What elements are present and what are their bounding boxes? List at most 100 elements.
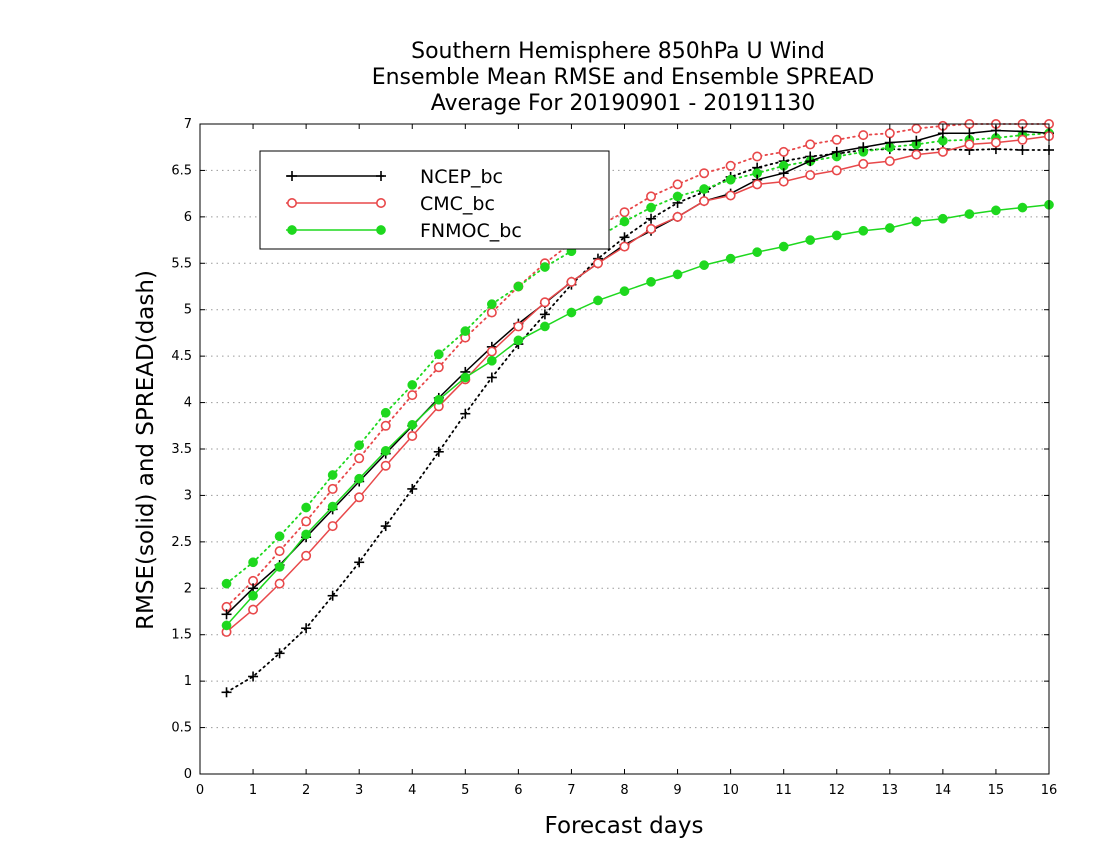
y-tick-label: 7: [184, 117, 192, 132]
CMC_bc-rmse-series: [221, 131, 1055, 637]
x-tick-label: 5: [461, 783, 469, 798]
legend-marker: [375, 198, 386, 209]
legend-marker: [287, 225, 297, 235]
NCEP_bc-rmse-point: [911, 135, 922, 146]
CMC_bc-rmse-point: [274, 578, 285, 589]
y-tick-label: 2.5: [171, 535, 192, 550]
x-tick-label: 9: [673, 783, 681, 798]
CMC_bc-rmse-point: [725, 190, 736, 201]
CMC_bc-spread-point: [407, 390, 418, 401]
chart-title: Southern Hemisphere 850hPa U Wind Ensemb…: [372, 39, 875, 116]
FNMOC_bc-rmse-point: [274, 562, 285, 572]
y-tick-label: 1.5: [171, 628, 192, 643]
FNMOC_bc-rmse-point: [593, 295, 603, 306]
FNMOC_bc-rmse-point: [884, 223, 895, 233]
FNMOC_bc-rmse-point: [486, 355, 497, 366]
FNMOC_bc-spread-point: [407, 380, 418, 390]
CMC_bc-rmse-point: [884, 156, 895, 167]
FNMOC_bc-spread-point: [354, 440, 365, 451]
CMC_bc-spread-point: [672, 179, 683, 190]
NCEP_bc-spread-point: [1017, 145, 1028, 155]
y-tick-label: 1: [184, 674, 192, 689]
legend-item: CMC_bc: [286, 193, 495, 215]
CMC_bc-rmse-point: [646, 223, 657, 234]
CMC_bc-spread-point: [354, 453, 365, 464]
x-tick-label: 0: [196, 783, 204, 798]
CMC_bc-rmse-point: [911, 149, 922, 160]
NCEP_bc-rmse-point: [221, 609, 232, 620]
x-tick-label: 12: [828, 783, 845, 798]
x-axis-label: Forecast days: [545, 813, 704, 839]
title-line-3: Average For 20190901 - 20191130: [431, 91, 816, 116]
legend-item: FNMOC_bc: [286, 220, 522, 242]
FNMOC_bc-spread-point: [486, 299, 497, 309]
NCEP_bc-rmse-point: [937, 128, 948, 139]
FNMOC_bc-rmse-point: [725, 253, 736, 264]
legend-marker: [286, 198, 297, 209]
CMC_bc-spread-point: [301, 516, 312, 527]
x-tick-label: 6: [514, 783, 522, 798]
CMC_bc-rmse-point: [805, 170, 816, 181]
NCEP_bc-rmse-point: [805, 156, 816, 167]
x-tick-label: 15: [988, 783, 1005, 798]
x-tick-label: 4: [408, 783, 416, 798]
CMC_bc-rmse-point: [619, 241, 630, 252]
FNMOC_bc-rmse-point: [805, 235, 816, 245]
NCEP_bc-spread-point: [327, 590, 338, 601]
NCEP_bc-rmse-point: [858, 142, 869, 153]
FNMOC_bc-spread-point: [248, 557, 258, 568]
FNMOC_bc-spread-point: [646, 202, 656, 213]
NCEP_bc-rmse-point: [964, 128, 975, 139]
title-line-2: Ensemble Mean RMSE and Ensemble SPREAD: [372, 65, 875, 90]
FNMOC_bc-rmse-point: [646, 277, 656, 287]
FNMOC_bc-spread-point: [221, 578, 232, 589]
CMC_bc-spread-point: [433, 362, 444, 373]
FNMOC_bc-rmse-point: [380, 446, 391, 456]
FNMOC_bc-rmse-point: [938, 213, 948, 224]
CMC_bc-spread-point: [858, 130, 869, 141]
FNMOC_bc-rmse-point: [354, 473, 365, 484]
CMC_bc-spread-point: [884, 128, 895, 139]
CMC_bc-rmse-point: [672, 211, 683, 222]
FNMOC_bc-rmse-point: [672, 269, 683, 280]
x-tick-label: 16: [1041, 783, 1058, 798]
NCEP_bc-spread-point: [248, 671, 259, 682]
NCEP_bc-spread-point: [646, 213, 657, 224]
FNMOC_bc-spread-point: [672, 191, 683, 202]
FNMOC_bc-spread-point: [540, 262, 550, 272]
CMC_bc-rmse-point: [354, 492, 365, 503]
NCEP_bc-spread-point: [354, 557, 365, 568]
x-tick-label: 1: [249, 783, 257, 798]
FNMOC_bc-spread-point: [513, 281, 524, 292]
title-line-1: Southern Hemisphere 850hPa U Wind: [411, 39, 825, 64]
legend-marker: [287, 171, 297, 181]
y-tick-label: 2: [184, 581, 192, 596]
y-tick-label: 5: [184, 303, 192, 318]
y-tick-label: 5.5: [171, 256, 192, 271]
FNMOC_bc-rmse-point: [619, 286, 630, 296]
FNMOC_bc-rmse-series: [221, 199, 1054, 631]
x-tick-label: 14: [935, 783, 952, 798]
NCEP_bc-spread-point: [274, 648, 285, 659]
FNMOC_bc-rmse-point: [831, 230, 842, 241]
FNMOC_bc-spread-point: [274, 531, 285, 542]
NCEP_bc-rmse-point: [831, 146, 842, 157]
FNMOC_bc-rmse-point: [301, 529, 311, 540]
FNMOC_bc-rmse-point: [433, 394, 444, 405]
CMC_bc-rmse-point: [964, 139, 975, 150]
x-tick-label: 7: [567, 783, 575, 798]
FNMOC_bc-rmse-point: [964, 209, 975, 219]
y-tick-label: 6.5: [171, 163, 192, 178]
CMC_bc-spread-point: [778, 146, 789, 157]
CMC_bc-spread-point: [619, 207, 630, 218]
CMC_bc-rmse-point: [539, 297, 550, 308]
FNMOC_bc-rmse-point: [566, 307, 577, 318]
y-tick-label: 3: [184, 488, 192, 503]
NCEP_bc-rmse-point: [778, 168, 789, 179]
legend-label: FNMOC_bc: [420, 220, 522, 242]
NCEP_bc-spread-point: [486, 372, 497, 383]
FNMOC_bc-spread-point: [725, 174, 736, 185]
FNMOC_bc-rmse-point: [540, 321, 550, 332]
